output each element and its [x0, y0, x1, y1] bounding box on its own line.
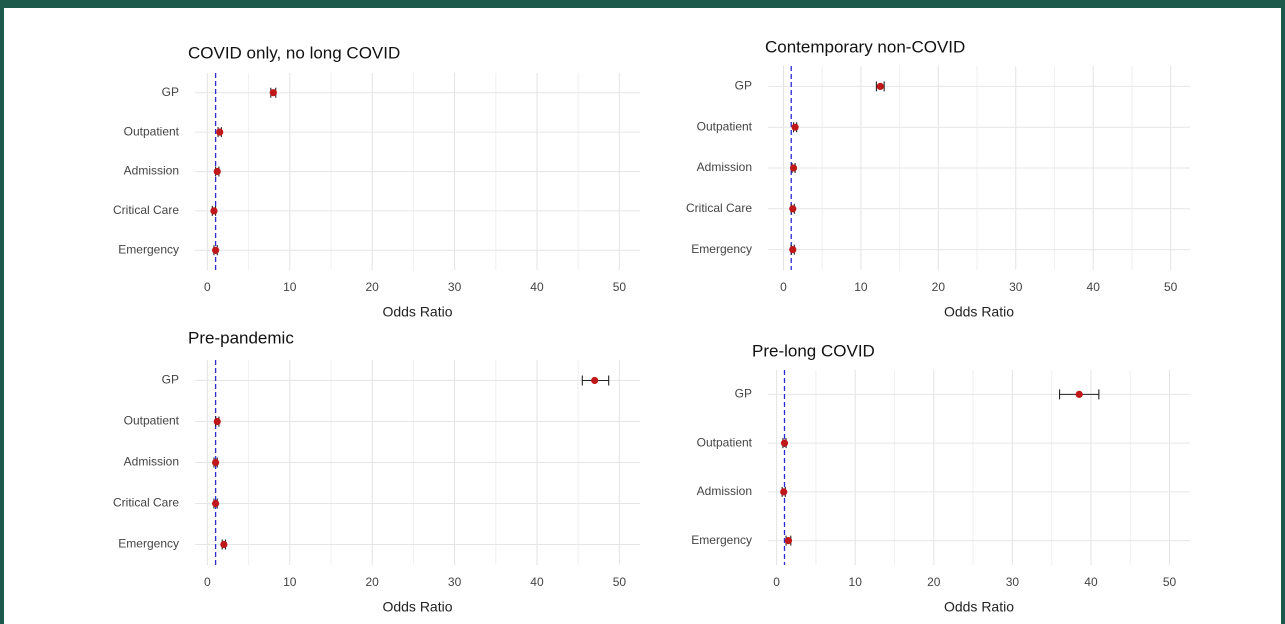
- point: [220, 540, 228, 549]
- point: [210, 207, 218, 215]
- x-tick-label: 0: [204, 575, 211, 589]
- y-tick-label: Emergency: [691, 533, 752, 547]
- y-tick-label: Critical Care: [686, 201, 752, 215]
- y-tick-label: GP: [735, 79, 752, 93]
- x-tick-label: 40: [1084, 575, 1098, 589]
- y-tick-label: Emergency: [118, 537, 179, 551]
- point: [591, 376, 599, 385]
- point: [213, 167, 221, 176]
- point: [876, 82, 884, 90]
- point: [212, 458, 220, 467]
- chart-title: Contemporary non-COVID: [765, 37, 965, 56]
- x-axis-label: Odds Ratio: [382, 599, 452, 615]
- x-tick-label: 0: [773, 575, 780, 589]
- y-tick-label: Admission: [124, 164, 179, 178]
- y-tick-label: Emergency: [118, 242, 179, 256]
- x-tick-label: 0: [204, 280, 211, 294]
- x-tick-label: 30: [448, 575, 462, 589]
- chart-title: Pre-pandemic: [188, 328, 294, 347]
- x-tick-label: 20: [365, 280, 379, 294]
- point: [212, 499, 220, 508]
- x-tick-label: 40: [530, 280, 544, 294]
- point: [212, 246, 220, 254]
- point: [1075, 390, 1083, 398]
- point: [789, 164, 798, 172]
- x-tick-label: 50: [1164, 280, 1178, 294]
- point: [213, 417, 221, 426]
- x-tick-label: 50: [1163, 575, 1177, 589]
- chart-title: COVID only, no long COVID: [188, 43, 400, 62]
- y-tick-label: Outpatient: [124, 414, 180, 428]
- point: [780, 439, 789, 447]
- x-axis-label: Odds Ratio: [944, 304, 1014, 320]
- x-tick-label: 40: [1087, 280, 1101, 294]
- x-tick-label: 10: [283, 280, 297, 294]
- x-tick-label: 10: [849, 575, 863, 589]
- x-tick-label: 20: [927, 575, 941, 589]
- point: [789, 205, 797, 213]
- point: [780, 488, 788, 496]
- x-tick-label: 50: [613, 280, 627, 294]
- x-tick-label: 30: [1009, 280, 1023, 294]
- y-tick-label: Emergency: [691, 242, 752, 256]
- x-tick-label: 40: [530, 575, 544, 589]
- point: [789, 246, 797, 254]
- y-tick-label: Admission: [124, 455, 179, 469]
- x-tick-label: 30: [448, 280, 462, 294]
- y-tick-label: Outpatient: [124, 124, 180, 138]
- x-tick-label: 20: [365, 575, 379, 589]
- y-tick-label: GP: [162, 373, 179, 387]
- point: [216, 128, 224, 136]
- y-tick-label: Admission: [697, 160, 752, 174]
- y-tick-label: Critical Care: [113, 203, 179, 217]
- chart-title: Pre-long COVID: [752, 341, 875, 360]
- x-tick-label: 50: [613, 575, 627, 589]
- point: [269, 89, 277, 97]
- x-axis-label: Odds Ratio: [944, 599, 1014, 615]
- chart: COVID only, no long COVID Odds Ratio 0 10 20…: [113, 37, 1190, 615]
- y-tick-label: GP: [162, 85, 179, 99]
- x-tick-label: 10: [854, 280, 868, 294]
- y-tick-label: Outpatient: [697, 119, 753, 133]
- x-tick-label: 10: [283, 575, 297, 589]
- y-tick-label: Outpatient: [697, 435, 753, 449]
- point: [784, 537, 793, 545]
- y-tick-label: GP: [735, 387, 752, 401]
- x-axis-label: Odds Ratio: [382, 304, 452, 320]
- x-tick-label: 20: [932, 280, 946, 294]
- y-tick-label: Admission: [697, 484, 752, 498]
- y-tick-label: Critical Care: [113, 496, 179, 510]
- point: [791, 123, 799, 131]
- x-tick-label: 0: [780, 280, 787, 294]
- x-tick-label: 30: [1006, 575, 1020, 589]
